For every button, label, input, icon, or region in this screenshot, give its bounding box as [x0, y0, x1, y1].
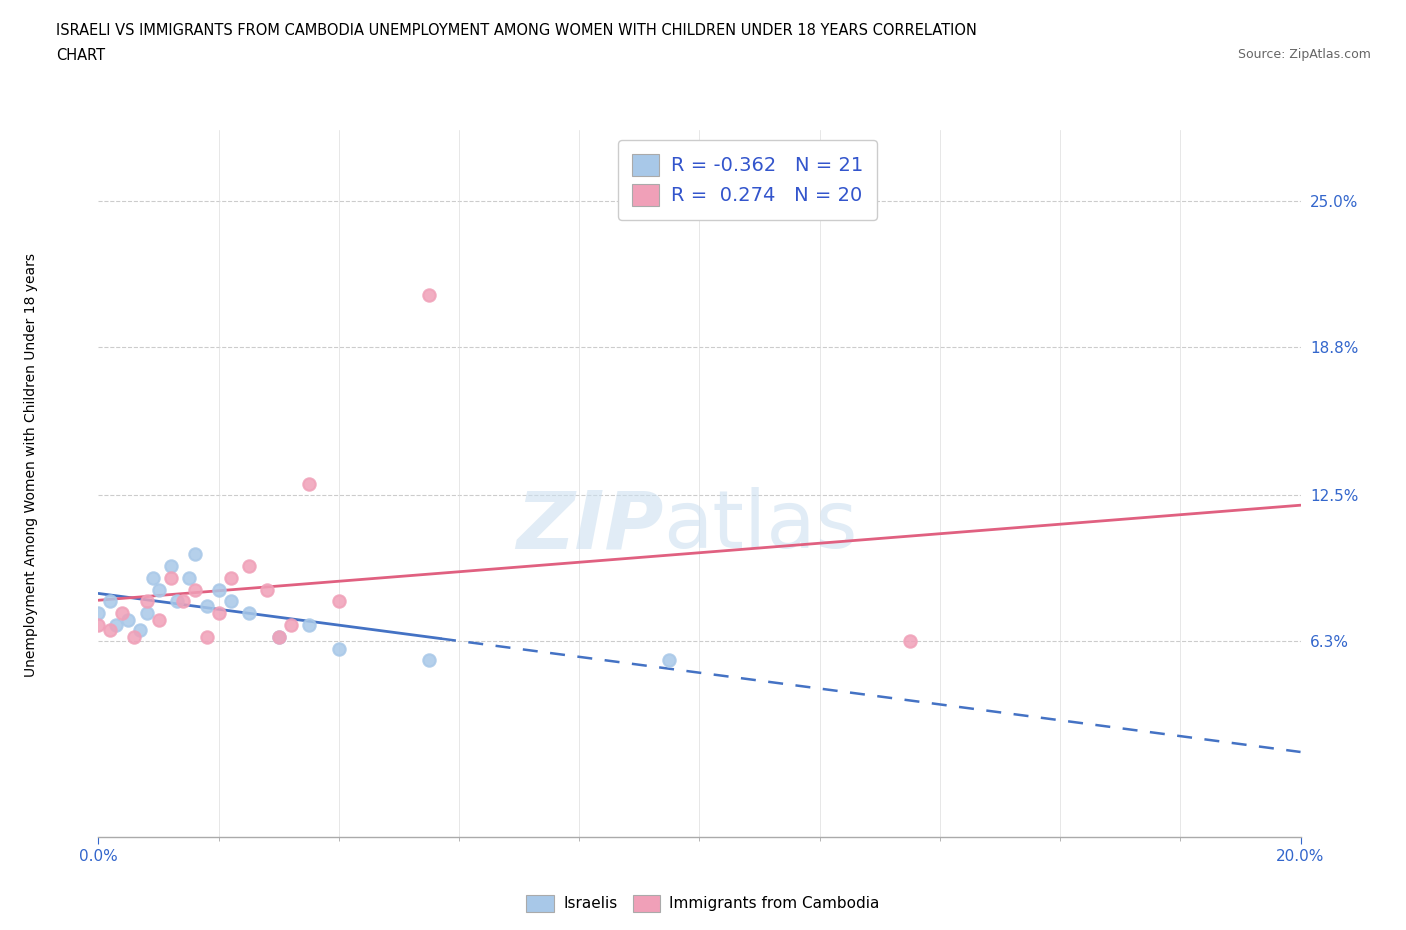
- Point: [124, 630, 146, 644]
- Point: [298, 476, 321, 491]
- Legend: Israelis, Immigrants from Cambodia: Israelis, Immigrants from Cambodia: [520, 889, 886, 918]
- Point: [183, 547, 205, 562]
- Point: [135, 594, 157, 609]
- Point: [208, 582, 231, 597]
- Point: [238, 605, 260, 620]
- Point: [238, 559, 260, 574]
- Point: [328, 594, 350, 609]
- Point: [87, 605, 110, 620]
- Point: [141, 570, 163, 585]
- Point: [256, 582, 278, 597]
- Point: [280, 618, 302, 632]
- Point: [328, 641, 350, 656]
- Point: [418, 653, 440, 668]
- Point: [166, 594, 188, 609]
- Point: [177, 570, 200, 585]
- Point: [100, 622, 122, 637]
- Point: [658, 653, 681, 668]
- Point: [129, 622, 152, 637]
- Point: [219, 570, 242, 585]
- Point: [298, 618, 321, 632]
- Text: atlas: atlas: [664, 487, 858, 565]
- Legend: R = -0.362   N = 21, R =  0.274   N = 20: R = -0.362 N = 21, R = 0.274 N = 20: [619, 140, 877, 219]
- Point: [172, 594, 194, 609]
- Point: [195, 630, 218, 644]
- Point: [111, 605, 134, 620]
- Point: [898, 634, 921, 649]
- Point: [87, 618, 110, 632]
- Text: ZIP: ZIP: [516, 487, 664, 565]
- Point: [159, 570, 181, 585]
- Point: [183, 582, 205, 597]
- Point: [148, 582, 170, 597]
- Text: CHART: CHART: [56, 48, 105, 63]
- Point: [267, 630, 290, 644]
- Point: [117, 613, 139, 628]
- Point: [105, 618, 128, 632]
- Point: [148, 613, 170, 628]
- Point: [219, 594, 242, 609]
- Point: [135, 605, 157, 620]
- Point: [208, 605, 231, 620]
- Text: Source: ZipAtlas.com: Source: ZipAtlas.com: [1237, 48, 1371, 61]
- Point: [195, 599, 218, 614]
- Point: [267, 630, 290, 644]
- Point: [159, 559, 181, 574]
- Text: ISRAELI VS IMMIGRANTS FROM CAMBODIA UNEMPLOYMENT AMONG WOMEN WITH CHILDREN UNDER: ISRAELI VS IMMIGRANTS FROM CAMBODIA UNEM…: [56, 23, 977, 38]
- Point: [100, 594, 122, 609]
- Point: [418, 287, 440, 302]
- Text: Unemployment Among Women with Children Under 18 years: Unemployment Among Women with Children U…: [24, 253, 38, 677]
